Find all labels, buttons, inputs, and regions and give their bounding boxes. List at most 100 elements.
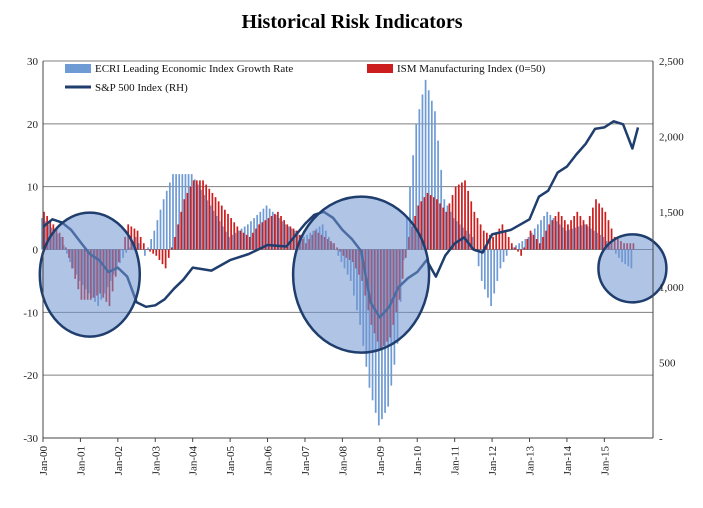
ism-bar bbox=[464, 180, 466, 250]
ecri-bar bbox=[153, 230, 156, 250]
ism-bar bbox=[280, 215, 282, 250]
ism-bar bbox=[261, 222, 264, 250]
ism-bar bbox=[579, 215, 582, 250]
ism-bar bbox=[220, 205, 223, 250]
ecri-bar bbox=[518, 243, 521, 250]
ism-bar bbox=[548, 224, 551, 250]
legend-label-ecri: ECRI Leading Economic Index Growth Rate bbox=[95, 63, 293, 75]
ism-bar bbox=[482, 230, 485, 250]
ecri-bar bbox=[159, 209, 162, 250]
legend: ECRI Leading Economic Index Growth Rate … bbox=[65, 63, 546, 94]
ecri-bar bbox=[284, 224, 287, 250]
ism-bar bbox=[542, 236, 544, 250]
x-tick-label: Jan-02 bbox=[113, 446, 125, 475]
ecri-bar bbox=[175, 174, 177, 250]
ecri-bar bbox=[415, 123, 418, 250]
x-tick-label: Jan-08 bbox=[337, 446, 349, 476]
ism-bar bbox=[195, 180, 198, 250]
ism-bar bbox=[136, 230, 139, 250]
ism-bar bbox=[501, 224, 504, 250]
ism-bar bbox=[270, 215, 273, 250]
ecri-bar bbox=[215, 215, 218, 250]
ism-bar bbox=[214, 197, 217, 250]
ism-bar bbox=[598, 203, 600, 250]
ism-bar bbox=[557, 211, 560, 250]
ecri-bar bbox=[278, 218, 280, 250]
ecri-bar bbox=[477, 249, 480, 267]
ecri-bar bbox=[483, 249, 486, 290]
y-left-tick-label: 30 bbox=[27, 56, 39, 68]
ecri-bar bbox=[169, 182, 171, 250]
ecri-bar bbox=[421, 94, 424, 250]
ism-bar bbox=[554, 215, 557, 250]
ecri-bar bbox=[47, 224, 50, 250]
chart-title: Historical Risk Indicators bbox=[241, 11, 462, 33]
ism-bar bbox=[498, 228, 501, 250]
ecri-bar bbox=[137, 243, 140, 250]
y-right-tick-label: 1,000 bbox=[659, 282, 684, 294]
ecri-bar bbox=[512, 247, 514, 250]
ecri-bar bbox=[602, 236, 605, 250]
ecri-bar bbox=[580, 225, 583, 250]
y-left-tick-label: 20 bbox=[27, 119, 39, 131]
ecri-bar bbox=[222, 226, 224, 250]
legend-swatch-ecri bbox=[65, 64, 91, 73]
ecri-bar bbox=[430, 100, 433, 250]
axes: 30 20 10 0 -10 -20 -30 2,500 2,000 1,500 1,000 500 -… bbox=[23, 56, 684, 475]
ecri-bar bbox=[496, 249, 499, 281]
ecri-bar bbox=[209, 205, 212, 250]
ism-bar bbox=[417, 205, 420, 250]
ism-bar bbox=[454, 186, 457, 250]
ecri-bar bbox=[237, 230, 240, 250]
ecri-bar bbox=[162, 199, 165, 250]
highlight-circle bbox=[291, 195, 431, 354]
ism-bar bbox=[283, 220, 285, 250]
ecri-bar bbox=[459, 224, 461, 250]
ecri-bar bbox=[262, 208, 265, 250]
ism-bar bbox=[273, 213, 276, 250]
ism-bar bbox=[142, 243, 145, 250]
y-left-tick-label: 10 bbox=[27, 182, 39, 194]
ecri-bar bbox=[184, 174, 187, 250]
ecri-bar bbox=[549, 214, 552, 250]
y-right-tick-label: 2,000 bbox=[659, 131, 684, 143]
ism-bar bbox=[535, 239, 538, 250]
ism-bar bbox=[432, 197, 435, 250]
ism-bar bbox=[489, 234, 491, 250]
ecri-bar bbox=[228, 236, 230, 250]
ecri-bar bbox=[596, 232, 598, 250]
ecri-bar bbox=[218, 221, 221, 250]
ecri-bar bbox=[449, 211, 452, 250]
ism-bar bbox=[560, 215, 563, 250]
ecri-bar bbox=[275, 214, 277, 250]
ecri-bar bbox=[555, 221, 558, 250]
ism-bar bbox=[607, 220, 610, 250]
ecri-bar bbox=[243, 226, 246, 250]
ecri-bar bbox=[134, 236, 137, 250]
ism-bar bbox=[133, 228, 136, 250]
ecri-bar bbox=[140, 249, 143, 250]
ecri-bar bbox=[253, 218, 255, 250]
ecri-bar bbox=[231, 234, 234, 250]
legend-label-sp500: S&P 500 Index (RH) bbox=[95, 82, 188, 94]
annotation-circles bbox=[38, 195, 668, 354]
ecri-bar bbox=[565, 230, 567, 250]
ecri-bar bbox=[574, 227, 577, 250]
ism-bar bbox=[46, 215, 48, 250]
ecri-bar bbox=[281, 221, 283, 250]
ecri-bar bbox=[443, 199, 446, 250]
ecri-bar bbox=[206, 200, 209, 250]
ism-bar bbox=[152, 249, 155, 254]
ism-bar bbox=[442, 207, 445, 250]
ism-bar bbox=[576, 211, 579, 250]
ism-bar bbox=[158, 249, 161, 260]
ecri-bar bbox=[552, 218, 555, 250]
ecri-bar bbox=[590, 228, 592, 250]
ecri-bar bbox=[502, 249, 505, 263]
ism-bar bbox=[420, 201, 423, 250]
ecri-bar bbox=[246, 224, 249, 250]
ism-bar bbox=[277, 211, 279, 250]
ecri-bar bbox=[181, 174, 184, 250]
ism-bar bbox=[189, 186, 192, 250]
x-tick-label: Jan-00 bbox=[38, 446, 50, 476]
